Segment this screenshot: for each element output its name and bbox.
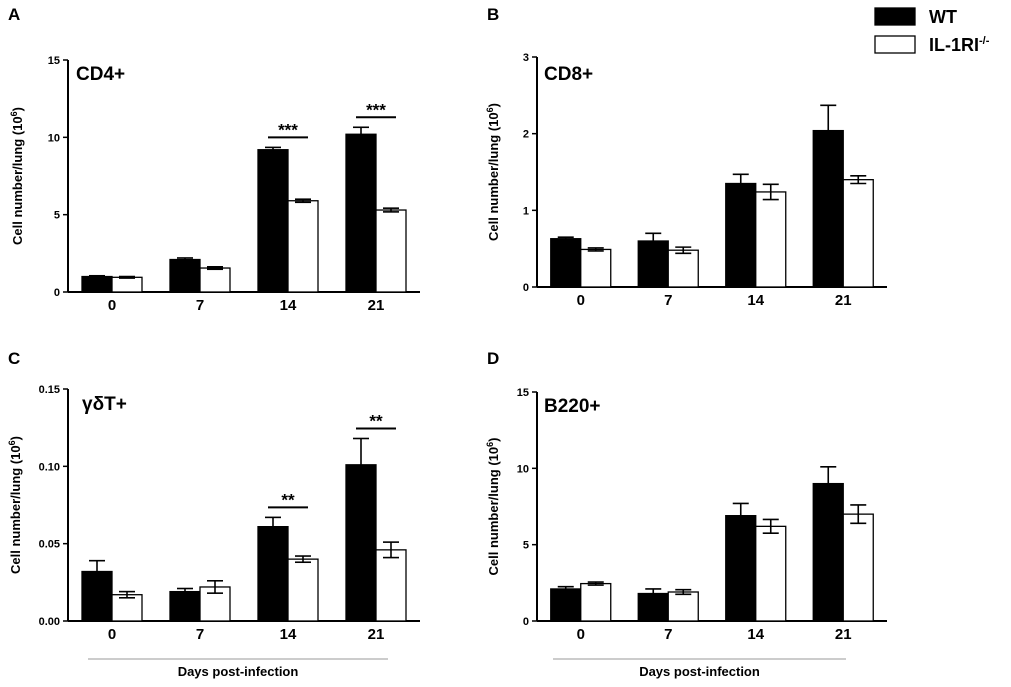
category-label: 7 — [664, 292, 672, 309]
y-tick-label: 10 — [48, 132, 60, 144]
bar-il1ri — [755, 191, 787, 288]
panel-a: A 0 5 10 15 Cell number/lung (106) CD4+ 0 7 14 ***… — [8, 5, 420, 314]
y-tick-label: 5 — [54, 210, 60, 222]
category-label: 7 — [196, 626, 204, 643]
y-axis-label: Cell number/lung (106) — [485, 103, 501, 241]
panel-b: B 0 1 2 3 Cell number/lung (106) CD8+ 0 7 14 21 — [485, 5, 887, 309]
y-axis-label: Cell number/lung (106) — [7, 436, 23, 574]
bar-wt — [257, 149, 289, 293]
category-label: 0 — [577, 626, 585, 643]
x-axis-label: Days post-infection — [178, 664, 299, 679]
category-label: 21 — [368, 297, 385, 314]
bar-il1ri — [580, 248, 612, 288]
x-axis-label: Days post-infection — [639, 664, 760, 679]
y-tick-label: 3 — [523, 52, 529, 64]
category-label: 0 — [108, 297, 116, 314]
panel-d: D 0 5 10 15 Cell number/lung (106) B220+ 0 7 14 21… — [485, 349, 887, 679]
bar-wt — [169, 258, 201, 293]
bar-il1ri — [287, 200, 319, 293]
category-label: 14 — [280, 626, 297, 643]
y-tick-label: 0 — [54, 287, 60, 299]
panel-title: γδT+ — [82, 394, 127, 415]
legend-label-il1ri: IL-1RI-/- — [929, 35, 990, 55]
y-tick-label: 5 — [523, 540, 529, 552]
bar-il1ri — [111, 276, 143, 293]
bar-wt — [257, 526, 289, 622]
category-label: 0 — [577, 292, 585, 309]
panel-letter: B — [487, 5, 499, 24]
bar-il1ri — [842, 179, 874, 288]
legend-swatch-wt — [874, 7, 916, 26]
category-label: 21 — [368, 626, 385, 643]
y-tick-label: 15 — [517, 387, 529, 399]
y-axis-label: Cell number/lung (106) — [485, 438, 501, 576]
significance-label: *** — [278, 120, 298, 139]
bar-il1ri — [580, 582, 612, 622]
y-tick-label: 10 — [517, 463, 529, 475]
bar-wt — [169, 590, 201, 622]
category-label: 14 — [747, 292, 764, 309]
legend-label-wt: WT — [929, 7, 957, 27]
bar-wt — [812, 482, 844, 622]
panel-title: B220+ — [544, 396, 601, 417]
y-tick-label: 0.15 — [39, 384, 60, 396]
bar-wt — [550, 238, 582, 288]
category-label: 21 — [835, 626, 852, 643]
bar-il1ri — [667, 249, 699, 288]
panel-letter: D — [487, 349, 499, 368]
y-tick-label: 2 — [523, 129, 529, 141]
y-axis-label: Cell number/lung (106) — [9, 107, 25, 245]
category-label: 7 — [196, 297, 204, 314]
y-tick-label: 0 — [523, 616, 529, 628]
bar-il1ri — [375, 549, 407, 622]
bar-il1ri — [755, 525, 787, 622]
panel-title: CD4+ — [76, 64, 125, 85]
bar-wt — [81, 275, 113, 293]
panel-letter: A — [8, 5, 20, 24]
y-tick-label: 0.00 — [39, 616, 60, 628]
bar-wt — [725, 515, 757, 622]
bar-il1ri — [842, 513, 874, 622]
panel-letter: C — [8, 349, 20, 368]
category-label: 0 — [108, 626, 116, 643]
category-label: 7 — [664, 626, 672, 643]
category-label: 21 — [835, 292, 852, 309]
significance-label: ** — [369, 411, 383, 430]
category-label: 14 — [747, 626, 764, 643]
legend: WT IL-1RI-/- — [874, 7, 990, 55]
bar-il1ri — [111, 594, 143, 622]
bar-il1ri — [199, 267, 231, 293]
bar-il1ri — [667, 591, 699, 622]
legend-swatch-il1ri — [874, 35, 916, 54]
significance-label: *** — [366, 100, 386, 119]
bar-wt — [725, 182, 757, 288]
significance-label: ** — [281, 490, 295, 509]
y-tick-label: 0.05 — [39, 539, 60, 551]
panel-title: CD8+ — [544, 64, 593, 85]
bar-wt — [550, 588, 582, 622]
panel-c: C 0.00 0.05 0.10 0.15 Cell number/lung (106) γ… — [7, 349, 420, 679]
bar-il1ri — [375, 209, 407, 293]
y-tick-label: 0 — [523, 282, 529, 294]
bar-wt — [345, 133, 377, 293]
y-tick-label: 1 — [523, 205, 529, 217]
y-tick-label: 15 — [48, 55, 60, 67]
y-tick-label: 0.10 — [39, 461, 60, 473]
bar-il1ri — [287, 558, 319, 622]
category-label: 14 — [280, 297, 297, 314]
